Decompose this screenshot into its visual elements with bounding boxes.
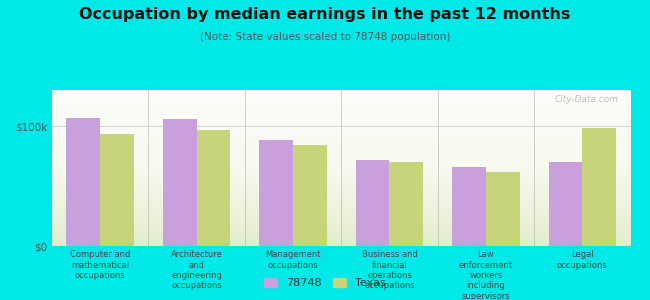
Bar [486, 172, 519, 246]
Bar [582, 128, 616, 246]
Bar [66, 118, 100, 246]
Bar [356, 160, 389, 246]
Text: Occupation by median earnings in the past 12 months: Occupation by median earnings in the pas… [79, 8, 571, 22]
Bar [196, 130, 230, 246]
Text: City-Data.com: City-Data.com [555, 95, 619, 104]
Bar [549, 162, 582, 246]
Bar [163, 119, 196, 246]
Bar [293, 145, 327, 246]
Bar [452, 167, 486, 246]
Legend: 78748, Texas: 78748, Texas [261, 274, 389, 291]
Text: (Note: State values scaled to 78748 population): (Note: State values scaled to 78748 popu… [200, 32, 450, 41]
Bar [389, 162, 423, 246]
Bar [100, 134, 134, 246]
Bar [259, 140, 293, 246]
